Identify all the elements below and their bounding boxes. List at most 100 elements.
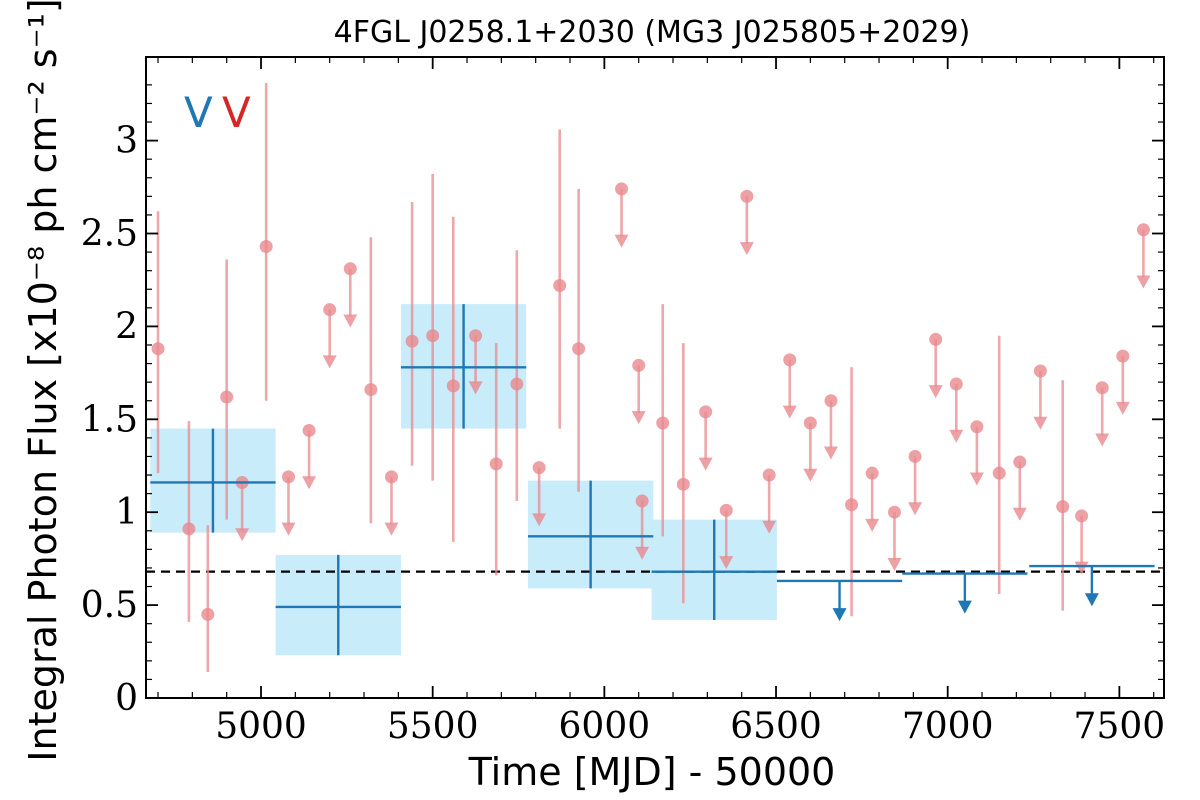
upper-limit-point (887, 505, 901, 519)
legend-entry: V (222, 88, 251, 137)
upper-limit-arrowhead (969, 472, 984, 486)
upper-limit-arrowhead (1012, 507, 1027, 521)
upper-limit-arrowhead (1115, 401, 1130, 415)
upper-limit-point (1095, 381, 1109, 395)
upper-limit-point (929, 332, 943, 346)
upper-limit-point (343, 262, 357, 276)
data-point (992, 466, 1006, 480)
upper-limit-point (632, 358, 646, 372)
upper-limit-arrowhead (803, 468, 818, 482)
data-point (572, 342, 586, 356)
upper-limit-point (532, 461, 546, 475)
upper-limit-point (762, 468, 776, 482)
y-tick-label: 0 (115, 678, 138, 719)
upper-limit-arrowhead (322, 355, 337, 369)
upper-limit-arrowhead (719, 556, 734, 570)
upper-limit-arrowhead (281, 522, 296, 536)
upper-limit-arrowhead (865, 518, 880, 532)
x-tick-label: 7000 (902, 706, 994, 747)
upper-limit-arrowhead (614, 234, 629, 248)
data-point (220, 390, 234, 404)
upper-limit-arrowhead (1136, 275, 1151, 289)
upper-limit-point (1033, 364, 1047, 378)
upper-limit-point (1013, 455, 1027, 469)
data-point (845, 498, 859, 512)
plot-frame (145, 56, 1165, 699)
upper-limit-point (384, 470, 398, 484)
upper-limit-point (281, 470, 295, 484)
data-point (182, 522, 196, 536)
upper-limit-point (803, 416, 817, 430)
y-tick-label: 0.5 (81, 585, 138, 626)
upper-limit-point (615, 182, 629, 196)
data-point (676, 477, 690, 491)
x-axis-label: Time [MJD] - 50000 (468, 750, 836, 794)
upper-limit-arrowhead (532, 513, 547, 527)
upper-limit-point (719, 503, 733, 517)
data-point (259, 240, 273, 254)
long-bin-upper-limit-arrowhead (1084, 593, 1099, 607)
upper-limit-arrowhead (782, 405, 797, 419)
chart-title: 4FGL J0258.1+2030 (MG3 J025805+2029) (334, 15, 971, 50)
upper-limit-arrowhead (235, 528, 250, 542)
y-tick-label: 1 (115, 492, 138, 533)
upper-limit-arrowhead (739, 242, 754, 256)
upper-limit-arrowhead (635, 546, 650, 560)
upper-limit-point (1136, 223, 1150, 237)
x-tick-label: 6000 (559, 706, 651, 747)
upper-limit-point (949, 377, 963, 391)
upper-limit-point (1116, 349, 1130, 363)
x-tick-label: 5000 (215, 706, 307, 747)
upper-limit-arrowhead (928, 385, 943, 399)
y-tick-label: 3 (115, 121, 138, 162)
upper-limit-arrowhead (762, 520, 777, 534)
y-axis-label: Integral Photon Flux [x10⁻⁸ ph cm⁻² s⁻¹] (21, 0, 65, 762)
upper-limit-arrowhead (631, 411, 646, 425)
data-point (446, 379, 460, 393)
upper-limit-point (908, 449, 922, 463)
data-point (489, 457, 503, 471)
axes: 5000 5500 6000 6500 7000 7500 0 0.5 1 1.5 2 2.5 3 (81, 56, 1166, 747)
y-tick-label: 2 (115, 306, 138, 347)
data-point (510, 377, 524, 391)
data-point (426, 329, 440, 343)
upper-limit-arrowhead (887, 557, 902, 571)
upper-limit-arrowhead (908, 502, 923, 516)
legend-entry: V (184, 88, 213, 137)
data-point (405, 334, 419, 348)
upper-limit-arrowhead (823, 446, 838, 460)
data-point (201, 607, 215, 621)
upper-limit-arrowhead (468, 381, 483, 395)
upper-limit-arrowhead (1095, 433, 1110, 447)
long-bin-upper-limit-arrowhead (957, 600, 972, 614)
upper-limit-arrowhead (1033, 416, 1048, 430)
y-tick-label: 1.5 (81, 399, 138, 440)
upper-limit-arrowhead (343, 314, 358, 328)
upper-limit-point (824, 394, 838, 408)
upper-limit-point (302, 423, 316, 437)
data-point (364, 383, 378, 397)
long-bin-upper-limit-arrowhead (832, 608, 847, 622)
y-tick-label: 2.5 (81, 214, 138, 255)
data-point (656, 416, 670, 430)
upper-limit-point (1075, 509, 1089, 523)
upper-limit-point (783, 353, 797, 367)
upper-limit-point (740, 189, 754, 203)
data-point (151, 342, 165, 356)
upper-limit-point (635, 494, 649, 508)
upper-limit-arrowhead (384, 522, 399, 536)
upper-limit-arrowhead (949, 429, 964, 443)
upper-limit-point (865, 466, 879, 480)
x-tick-label: 7500 (1074, 706, 1166, 747)
data-point (553, 279, 567, 293)
upper-limit-arrowhead (302, 476, 317, 490)
upper-limit-point (469, 329, 483, 343)
data-point (1056, 500, 1070, 514)
upper-limit-point (970, 420, 984, 434)
upper-limit-arrowhead (698, 457, 713, 471)
x-tick-label: 6500 (730, 706, 822, 747)
upper-limit-point (323, 303, 337, 317)
upper-limit-point (699, 405, 713, 419)
